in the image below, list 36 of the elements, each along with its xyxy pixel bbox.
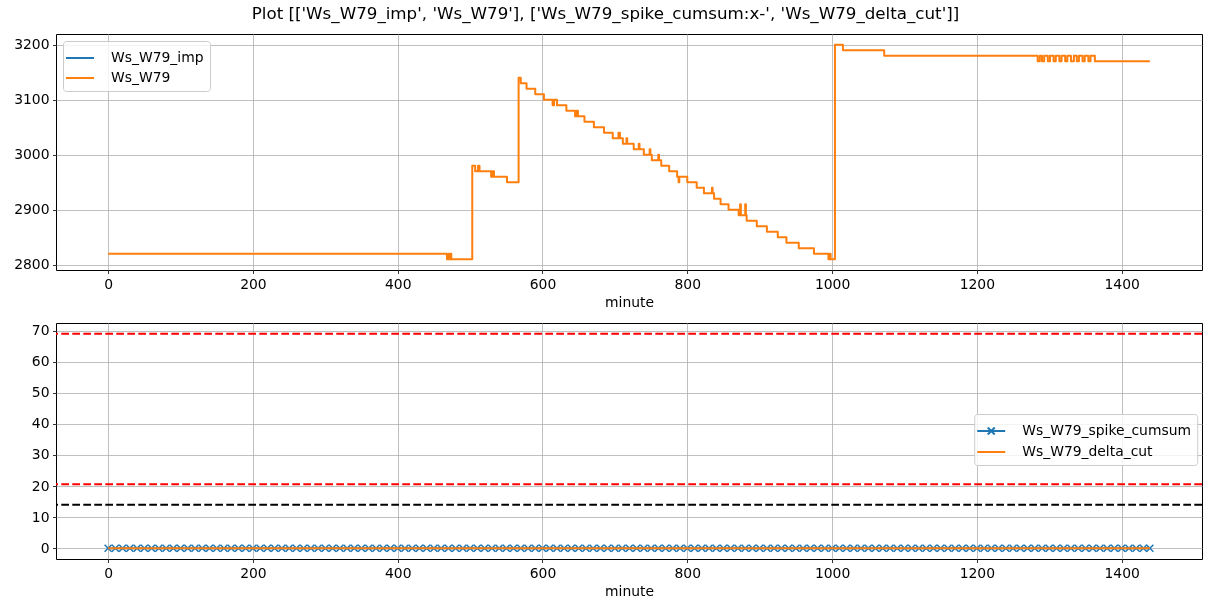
- y-tick-label: 50: [31, 384, 50, 401]
- y-tick-label: 3200: [14, 36, 50, 53]
- legend-label: Ws_W79_spike_cumsum: [1022, 422, 1192, 438]
- y-tick-label: 0: [40, 539, 50, 556]
- y-tick-label: 60: [31, 353, 50, 370]
- x-axis-title: minute: [605, 583, 654, 600]
- y-tick-label: 30: [31, 446, 50, 463]
- x-tick-label: 0: [104, 564, 114, 581]
- x-tick-label: 600: [529, 275, 557, 292]
- x-tick-label: 1000: [814, 275, 851, 292]
- y-tick-label: 40: [31, 415, 50, 432]
- x-tick-label: 1200: [959, 275, 996, 292]
- x-tick-label: 600: [529, 564, 557, 581]
- legend-label: Ws_W79_delta_cut: [1022, 443, 1154, 459]
- y-tick-label: 70: [31, 322, 50, 339]
- y-tick-label: 3000: [14, 146, 50, 163]
- x-tick-label: 1400: [1104, 275, 1140, 292]
- x-tick-label: 400: [384, 564, 412, 581]
- y-tick-label: 2900: [14, 201, 50, 218]
- y-tick-label: 2800: [14, 256, 50, 273]
- x-tick-label: 1400: [1104, 564, 1140, 581]
- legend-label: Ws_W79: [111, 69, 171, 85]
- legend-label: Ws_W79_imp: [111, 49, 204, 65]
- y-tick-label: 10: [31, 508, 50, 525]
- x-tick-label: 200: [240, 275, 267, 292]
- x-tick-label: 800: [674, 564, 702, 581]
- x-tick-label: 800: [674, 275, 702, 292]
- x-tick-label: 1200: [959, 564, 996, 581]
- x-tick-label: 1000: [814, 564, 851, 581]
- y-tick-label: 3100: [14, 91, 50, 108]
- x-tick-label: 400: [384, 275, 412, 292]
- y-tick-label: 20: [31, 477, 50, 494]
- x-tick-label: 0: [104, 275, 114, 292]
- x-axis-title: minute: [605, 294, 654, 311]
- x-tick-label: 200: [240, 564, 267, 581]
- chart-title: Plot [['Ws_W79_imp', 'Ws_W79'], ['Ws_W79_spike_cumsum:x-', 'Ws_W79_delta_cut']]: [251, 3, 960, 25]
